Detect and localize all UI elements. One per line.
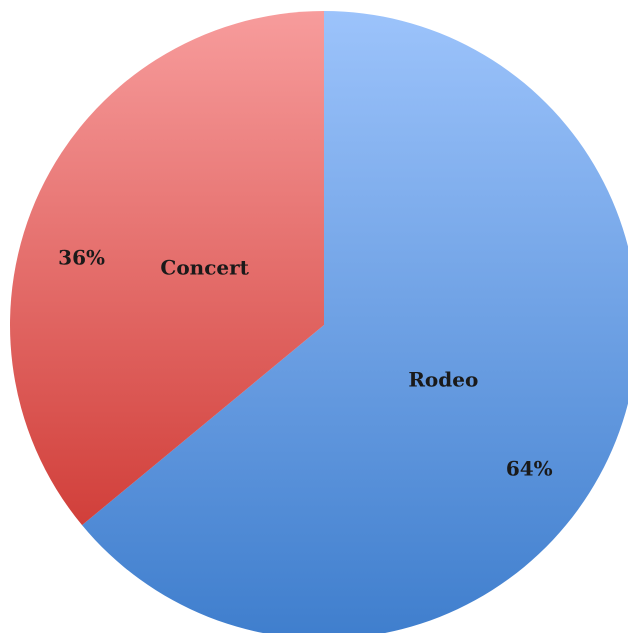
slice-percent-concert: 36%: [58, 246, 105, 270]
slice-percent-rodeo: 64%: [506, 456, 553, 480]
pie-slice-concert: [10, 11, 325, 526]
slice-label-rodeo: Rodeo: [408, 368, 478, 392]
pie-slice-rodeo: [82, 11, 628, 633]
slices-layer: [10, 11, 628, 633]
labels-layer: Rodeo 64% Concert 36%: [58, 246, 553, 481]
slice-label-concert: Concert: [160, 255, 249, 279]
